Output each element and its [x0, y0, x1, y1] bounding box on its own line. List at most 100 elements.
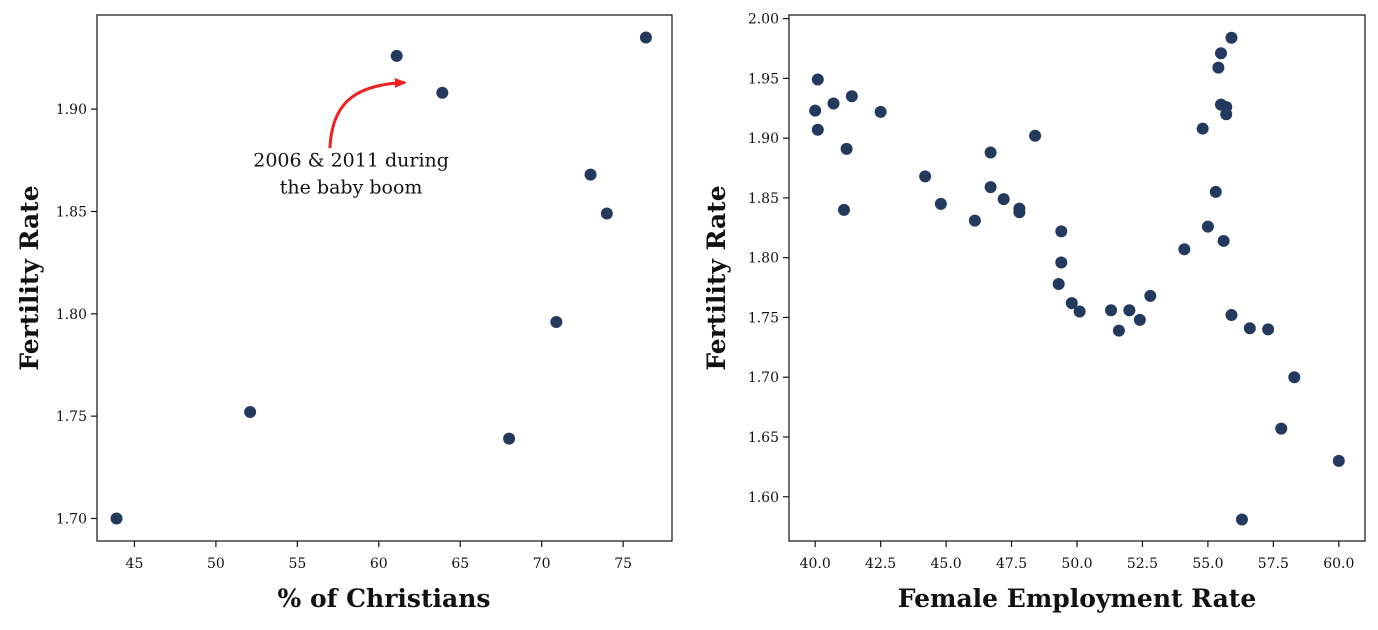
y-tick-label: 1.80 [748, 251, 779, 267]
y-tick-label: 1.85 [748, 191, 779, 207]
data-point [1201, 220, 1214, 233]
x-tick-label: 55.0 [1192, 556, 1223, 572]
data-point [1220, 101, 1233, 114]
data-point [110, 512, 123, 525]
data-point [1243, 322, 1256, 335]
y-tick-label: 1.85 [56, 204, 87, 220]
annotation-arrow [328, 77, 407, 149]
data-point [1288, 371, 1301, 384]
x-tick-label: 60 [370, 556, 388, 572]
data-point [1055, 256, 1068, 269]
data-point [1262, 323, 1275, 336]
data-point [1055, 225, 1068, 238]
data-point [1112, 324, 1125, 337]
data-point [984, 146, 997, 159]
data-point [550, 316, 563, 329]
x-tick-label: 65 [451, 556, 469, 572]
data-point [968, 214, 981, 227]
data-point [809, 104, 822, 117]
y-tick-label: 1.65 [748, 430, 779, 446]
data-point [639, 31, 652, 44]
y-tick-label: 1.80 [56, 307, 87, 323]
x-tick-label: 50 [207, 556, 225, 572]
y-tick-label: 1.95 [748, 71, 779, 87]
data-point [840, 142, 853, 155]
y-axis-ticks: 1.70 1.75 1.80 1.85 1.90 [56, 102, 97, 527]
chart-employment: 40.0 42.5 45.0 47.5 50.0 52.5 55.0 57.5 60.0 1.6… [702, 12, 1366, 613]
data-point [1052, 277, 1065, 290]
plot-frame [788, 14, 1366, 542]
data-point [1332, 454, 1345, 467]
y-axis-title: Fertility Rate [702, 185, 731, 370]
chart-christians: 45 50 55 60 65 70 75 1.70 1.75 1.80 1.85 1.90 2006… [15, 14, 673, 613]
data-point [1178, 243, 1191, 256]
data-point [584, 168, 597, 181]
x-axis-title: Female Employment Rate [898, 584, 1257, 613]
x-tick-label: 70 [533, 556, 551, 572]
data-point [1065, 297, 1078, 310]
data-point [1217, 234, 1230, 247]
x-tick-label: 50.0 [1061, 556, 1092, 572]
data-point [1235, 513, 1248, 526]
data-point [1029, 129, 1042, 142]
data-point [837, 203, 850, 216]
data-point [874, 105, 887, 118]
data-point [1133, 313, 1146, 326]
y-axis-ticks: 1.60 1.65 1.70 1.75 1.80 1.85 1.90 1.95 2.00 [748, 12, 789, 506]
plot-frame [96, 14, 673, 542]
x-tick-label: 55 [288, 556, 306, 572]
data-point [1144, 289, 1157, 302]
y-tick-label: 1.75 [56, 409, 87, 425]
x-tick-label: 52.5 [1127, 556, 1158, 572]
x-axis-ticks: 40.0 42.5 45.0 47.5 50.0 52.5 55.0 57.5 60.0 [800, 541, 1354, 572]
x-axis-ticks: 45 50 55 60 65 70 75 [126, 541, 632, 572]
data-point [811, 73, 824, 86]
data-points [809, 31, 1345, 526]
x-tick-label: 42.5 [865, 556, 896, 572]
y-tick-label: 1.70 [56, 511, 87, 527]
x-tick-label: 57.5 [1258, 556, 1289, 572]
x-axis-title: % of Christians [278, 584, 491, 613]
y-axis-title: Fertility Rate [15, 185, 44, 370]
data-point [934, 197, 947, 210]
data-point [845, 90, 858, 103]
data-point [436, 86, 449, 99]
data-point [1196, 122, 1209, 135]
data-points [110, 31, 652, 525]
data-point [1215, 47, 1227, 60]
data-point [1073, 305, 1086, 318]
annotation-line-1: 2006 & 2011 during [253, 149, 449, 171]
y-tick-label: 1.70 [748, 370, 779, 386]
data-point [390, 49, 403, 62]
annotation: 2006 & 2011 during the baby boom [253, 77, 449, 198]
y-tick-label: 1.60 [748, 490, 779, 506]
y-tick-label: 1.90 [748, 131, 779, 147]
data-point [1123, 304, 1136, 317]
x-tick-label: 45.0 [931, 556, 962, 572]
y-tick-label: 1.90 [56, 102, 87, 118]
data-point [1275, 422, 1288, 435]
data-point [244, 406, 257, 419]
data-point [1212, 61, 1225, 74]
data-point [1013, 206, 1026, 219]
data-point [919, 170, 932, 183]
data-point [827, 97, 840, 110]
data-point [997, 193, 1010, 206]
x-tick-label: 47.5 [996, 556, 1027, 572]
data-point [984, 181, 997, 194]
data-point [1225, 31, 1238, 44]
x-tick-label: 75 [614, 556, 632, 572]
x-tick-label: 60.0 [1323, 556, 1354, 572]
data-point [1225, 309, 1238, 322]
data-point [811, 123, 824, 136]
y-tick-label: 1.75 [748, 310, 779, 326]
y-tick-label: 2.00 [748, 12, 779, 28]
data-point [600, 207, 613, 220]
x-tick-label: 40.0 [800, 556, 831, 572]
data-point [1209, 185, 1222, 198]
x-tick-label: 45 [126, 556, 144, 572]
data-point [503, 432, 516, 445]
annotation-line-2: the baby boom [280, 176, 423, 198]
data-point [1105, 304, 1118, 317]
